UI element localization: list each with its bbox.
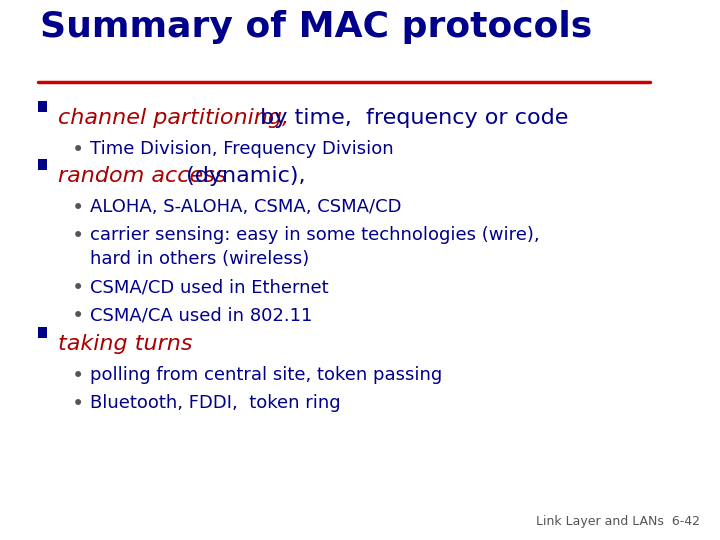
Text: carrier sensing: easy in some technologies (wire),: carrier sensing: easy in some technologi… <box>90 226 539 244</box>
Text: taking turns: taking turns <box>58 334 192 354</box>
Text: •: • <box>72 226 84 246</box>
Text: •: • <box>72 366 84 386</box>
Text: •: • <box>72 140 84 160</box>
Text: (dynamic),: (dynamic), <box>179 166 305 186</box>
Bar <box>38 327 47 338</box>
Text: •: • <box>72 306 84 326</box>
Text: CSMA/CA used in 802.11: CSMA/CA used in 802.11 <box>90 306 312 324</box>
Text: by time,  frequency or code: by time, frequency or code <box>253 108 568 128</box>
Text: polling from central site, token passing: polling from central site, token passing <box>90 366 442 384</box>
Text: •: • <box>72 198 84 218</box>
Text: hard in others (wireless): hard in others (wireless) <box>90 250 310 268</box>
Text: CSMA/CD used in Ethernet: CSMA/CD used in Ethernet <box>90 278 328 296</box>
Text: Time Division, Frequency Division: Time Division, Frequency Division <box>90 140 394 158</box>
Text: random access: random access <box>58 166 227 186</box>
Text: •: • <box>72 278 84 298</box>
Bar <box>38 101 47 112</box>
Text: ALOHA, S-ALOHA, CSMA, CSMA/CD: ALOHA, S-ALOHA, CSMA, CSMA/CD <box>90 198 402 216</box>
Text: Link Layer and LANs  6-42: Link Layer and LANs 6-42 <box>536 515 700 528</box>
Text: Bluetooth, FDDI,  token ring: Bluetooth, FDDI, token ring <box>90 394 341 412</box>
Bar <box>38 159 47 170</box>
Text: •: • <box>72 394 84 414</box>
Text: Summary of MAC protocols: Summary of MAC protocols <box>40 10 593 44</box>
Text: channel partitioning,: channel partitioning, <box>58 108 289 128</box>
